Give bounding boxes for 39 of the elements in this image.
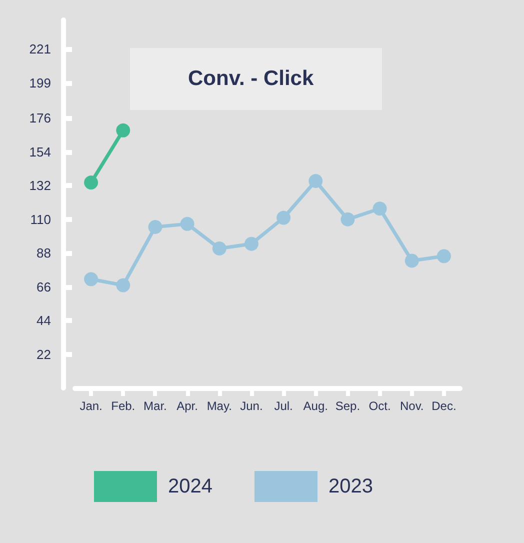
y-tick-label: 132	[29, 178, 51, 194]
x-tick-label: Jun.	[240, 399, 263, 413]
point	[372, 202, 387, 216]
x-tick-label: Feb.	[111, 399, 136, 413]
point	[436, 249, 451, 264]
y-tick-label: 199	[29, 75, 51, 90]
point	[84, 272, 98, 286]
y-tick-label: 88	[36, 246, 51, 261]
legend-label: 2023	[328, 476, 373, 498]
x-tick-label: Oct.	[368, 399, 391, 413]
x-tick-label: Dec.	[432, 399, 456, 413]
text: Conv. - Click	[188, 67, 314, 90]
point	[84, 176, 98, 190]
y-tick-label: 44	[36, 313, 51, 328]
point	[116, 278, 130, 292]
x-tick-label: Apr.	[176, 399, 198, 413]
point	[212, 241, 226, 256]
x-tick-label: Sep.	[335, 399, 360, 413]
x-tick-label: Mar.	[144, 399, 167, 413]
point	[180, 216, 194, 231]
point	[116, 123, 130, 138]
x-tick-label: Nov.	[400, 399, 424, 413]
point	[340, 212, 355, 226]
y-tick-label: 22	[36, 346, 51, 362]
y-tick-label: 110	[30, 212, 51, 227]
legend-label: 2024	[168, 476, 212, 498]
y-tick-label: 176	[29, 110, 51, 126]
point	[276, 210, 291, 225]
x-tick-label: Jul.	[274, 399, 293, 413]
y-tick-label: 66	[36, 279, 51, 294]
y-tick-label: 221	[29, 42, 51, 57]
x-tick-label: Jan.	[80, 399, 102, 413]
x-tick-label: Aug.	[303, 399, 328, 413]
x-tick-label: May.	[206, 399, 232, 413]
point	[148, 220, 162, 234]
y-tick-label: 154	[29, 144, 51, 160]
point	[404, 254, 419, 268]
point	[244, 236, 258, 251]
point	[308, 174, 323, 188]
